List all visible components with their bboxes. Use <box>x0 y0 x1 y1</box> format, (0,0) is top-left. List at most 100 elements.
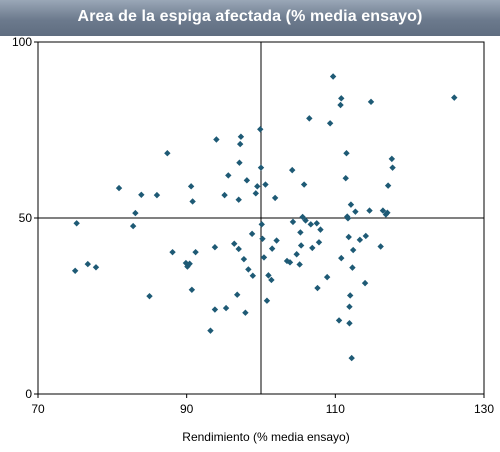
data-point <box>323 273 331 281</box>
data-point <box>384 209 391 216</box>
data-point <box>186 260 193 267</box>
data-point <box>231 240 238 247</box>
data-point <box>257 164 265 171</box>
data-point <box>169 248 176 256</box>
data-point <box>335 317 343 324</box>
data-point <box>257 126 264 133</box>
data-point <box>345 233 352 241</box>
data-point <box>245 266 252 273</box>
data-point <box>236 140 244 148</box>
data-point <box>271 194 279 202</box>
data-point <box>306 115 313 122</box>
data-point <box>153 191 161 199</box>
data-point <box>293 251 300 258</box>
data-point <box>314 284 321 292</box>
data-point <box>315 239 323 246</box>
data-point <box>289 166 296 174</box>
data-point <box>221 191 228 199</box>
data-point <box>307 221 315 228</box>
data-point <box>352 208 359 215</box>
data-point <box>265 272 272 279</box>
data-point <box>249 272 257 279</box>
chart-title: Area de la espiga afectada (% media ensa… <box>77 8 423 25</box>
data-point <box>236 159 243 166</box>
data-point <box>379 207 387 214</box>
data-point <box>346 320 353 327</box>
data-point <box>138 191 145 198</box>
data-point <box>129 222 137 230</box>
data-point <box>268 276 275 284</box>
data-point <box>338 254 345 262</box>
data-point <box>254 183 261 190</box>
data-point <box>367 98 375 106</box>
data-point <box>268 245 276 252</box>
data-point <box>258 221 265 228</box>
data-point <box>273 237 280 244</box>
data-point <box>361 279 369 287</box>
data-point <box>338 95 345 102</box>
data-point <box>235 196 242 203</box>
data-point <box>326 120 334 127</box>
data-point <box>260 254 268 261</box>
data-point <box>349 264 356 271</box>
data-point <box>389 164 396 171</box>
data-point <box>211 244 219 251</box>
data-point <box>329 73 337 80</box>
data-point <box>242 309 249 316</box>
data-point <box>187 183 195 190</box>
data-point <box>189 198 196 205</box>
data-point <box>347 201 355 208</box>
data-point <box>342 175 349 182</box>
data-point <box>349 246 357 254</box>
data-point <box>343 150 350 157</box>
data-point <box>263 297 271 304</box>
x-tick-label: 70 <box>31 402 45 416</box>
data-point <box>366 207 373 214</box>
data-point <box>164 150 171 157</box>
data-point <box>451 94 458 101</box>
data-point <box>317 226 324 233</box>
data-point <box>259 235 266 242</box>
data-point <box>299 213 306 221</box>
data-point <box>388 155 396 163</box>
y-tick-label: 0 <box>25 387 32 401</box>
x-tick-label: 130 <box>474 402 494 416</box>
data-point <box>248 230 256 238</box>
data-point <box>73 220 80 227</box>
data-point <box>356 236 364 244</box>
data-point <box>344 215 352 222</box>
data-point <box>84 260 92 268</box>
data-point <box>213 136 220 143</box>
data-point <box>346 303 353 310</box>
data-point <box>296 261 303 268</box>
chart-title-bar: Area de la espiga afectada (% media ensa… <box>0 0 500 36</box>
y-tick-label: 100 <box>12 35 32 49</box>
data-point <box>297 242 305 249</box>
data-point <box>348 354 355 362</box>
data-point <box>211 306 219 313</box>
data-point <box>309 244 316 252</box>
x-axis-label: Rendimiento (% media ensayo) <box>182 430 349 444</box>
data-point <box>252 190 259 197</box>
data-point <box>362 232 370 240</box>
data-point <box>132 209 139 217</box>
data-point <box>235 245 242 253</box>
data-point <box>337 101 344 109</box>
data-point <box>240 255 248 263</box>
data-point <box>225 172 232 179</box>
data-point <box>92 264 100 271</box>
x-tick-label: 90 <box>180 402 194 416</box>
data-point <box>234 291 241 298</box>
data-point <box>237 133 245 140</box>
data-point <box>384 182 392 189</box>
data-point <box>297 229 304 236</box>
data-point <box>313 220 320 227</box>
data-point <box>146 292 153 300</box>
x-tick-label: 110 <box>326 402 345 416</box>
data-point <box>243 177 251 184</box>
data-point <box>192 248 199 256</box>
data-point <box>222 304 230 312</box>
data-point <box>71 267 79 274</box>
data-point <box>302 217 309 224</box>
